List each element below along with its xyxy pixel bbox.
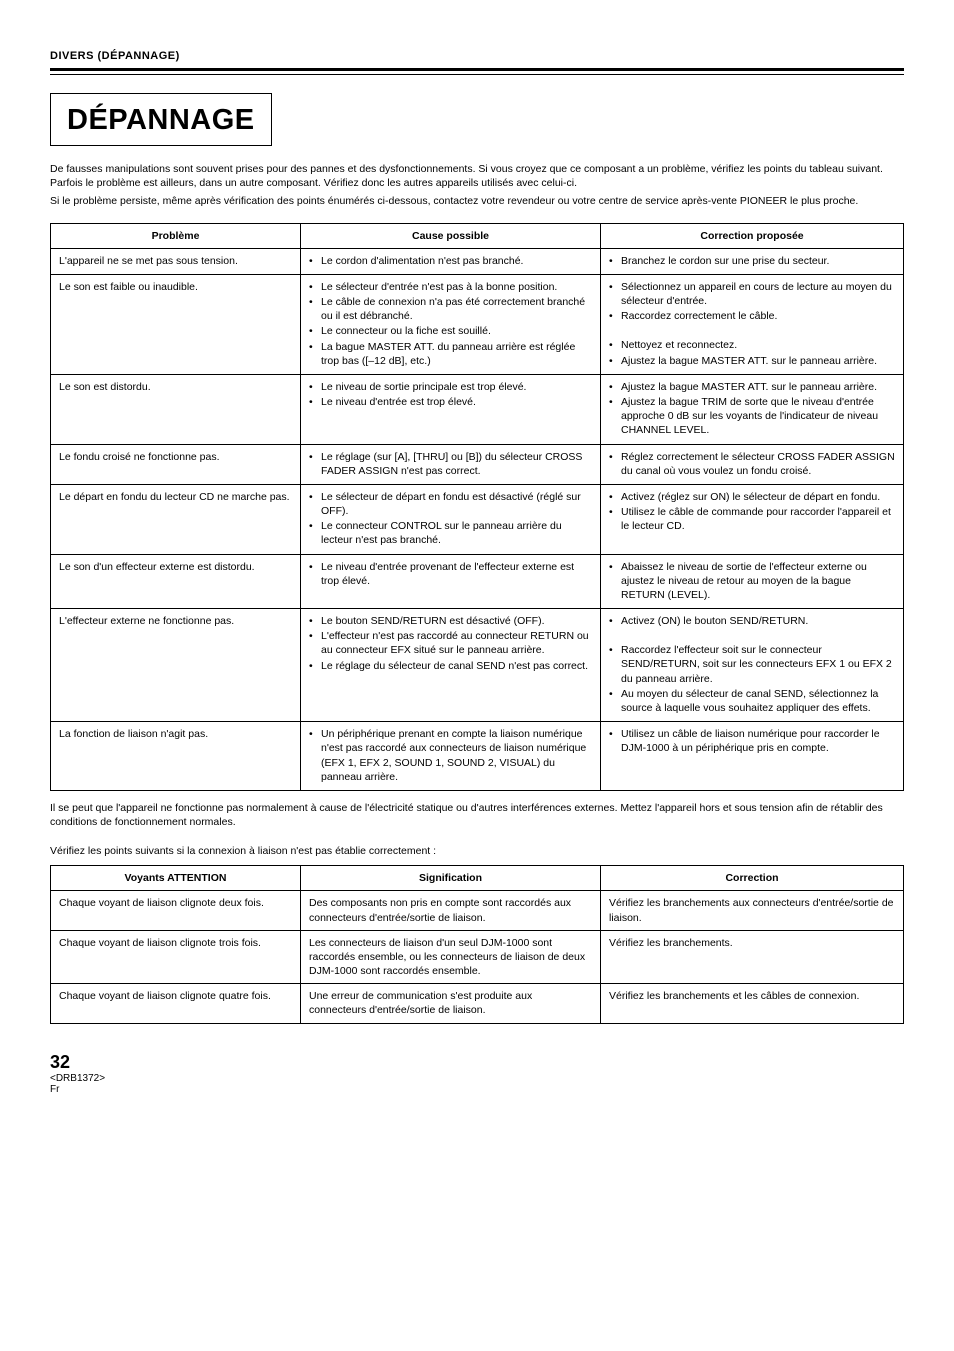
table-row: L'appareil ne se met pas sous tension. Le… [51, 248, 904, 274]
problem-cell: Le son d'un effecteur externe est distor… [51, 554, 301, 609]
cause-item: La bague MASTER ATT. du panneau arrière … [309, 340, 592, 368]
fix-cell: Sélectionnez un appareil en cours de lec… [601, 274, 904, 374]
cause-cell: Le niveau d'entrée provenant de l'effect… [301, 554, 601, 609]
cause-cell: Le réglage (sur [A], [THRU] ou [B]) du s… [301, 444, 601, 484]
header-rule [50, 68, 904, 75]
attention-table: Voyants ATTENTION Signification Correcti… [50, 865, 904, 1023]
fix-cell: Activez (ON) le bouton SEND/RETURN. Racco… [601, 609, 904, 722]
tbl2-cell: Chaque voyant de liaison clignote deux f… [51, 891, 301, 930]
table-row: Le son est distordu. Le niveau de sortie … [51, 374, 904, 444]
fix-item: Sélectionnez un appareil en cours de lec… [609, 280, 895, 308]
section-header: DIVERS (DÉPANNAGE) [50, 50, 904, 66]
tbl2-cell: Les connecteurs de liaison d'un seul DJM… [301, 930, 601, 984]
cause-item: Le niveau d'entrée provenant de l'effect… [309, 560, 592, 588]
cause-item: Le sélecteur de départ en fondu est désa… [309, 490, 592, 518]
tbl1-header-fix: Correction proposée [601, 223, 904, 248]
tbl2-cell: Chaque voyant de liaison clignote trois … [51, 930, 301, 984]
table-row: L'effecteur externe ne fonctionne pas. Le… [51, 609, 904, 722]
tbl2-cell: Vérifiez les branchements aux connecteur… [601, 891, 904, 930]
mid-paragraph-1: Il se peut que l'appareil ne fonctionne … [50, 801, 904, 829]
tbl2-header-voyants: Voyants ATTENTION [51, 866, 301, 891]
cause-item: Le réglage (sur [A], [THRU] ou [B]) du s… [309, 450, 592, 478]
fix-item: Ajustez la bague TRIM de sorte que le ni… [609, 395, 895, 438]
table-row: La fonction de liaison n'agit pas.Un pér… [51, 722, 904, 791]
fix-cell: Réglez correctement le sélecteur CROSS F… [601, 444, 904, 484]
cause-item: Un périphérique prenant en compte la lia… [309, 727, 592, 784]
page-title: DÉPANNAGE [67, 104, 255, 137]
problem-cell: La fonction de liaison n'agit pas. [51, 722, 301, 791]
fix-cell: Utilisez un câble de liaison numérique p… [601, 722, 904, 791]
tbl2-cell: Des composants non pris en compte sont r… [301, 891, 601, 930]
fix-item: Activez (réglez sur ON) le sélecteur de … [609, 490, 895, 504]
tbl2-cell: Une erreur de communication s'est produi… [301, 984, 601, 1023]
doc-language: Fr [50, 1084, 904, 1095]
fix-item: Ajustez la bague MASTER ATT. sur le pann… [609, 380, 895, 394]
doc-code: <DRB1372> [50, 1073, 904, 1084]
fix-cell: Abaissez le niveau de sortie de l'effect… [601, 554, 904, 609]
tbl2-header-correction: Correction [601, 866, 904, 891]
tbl2-cell: Chaque voyant de liaison clignote quatre… [51, 984, 301, 1023]
tbl1-header-cause: Cause possible [301, 223, 601, 248]
troubleshooting-table: Problème Cause possible Correction propo… [50, 223, 904, 791]
problem-cell: Le fondu croisé ne fonctionne pas. [51, 444, 301, 484]
page-number: 32 [50, 1052, 904, 1073]
page-footer: 32 <DRB1372> Fr [50, 1052, 904, 1095]
table-row: Le départ en fondu du lecteur CD ne marc… [51, 484, 904, 554]
mid-paragraph-2: Vérifiez les points suivants si la conne… [50, 845, 904, 857]
cause-item: Le niveau de sortie principale est trop … [309, 380, 592, 394]
intro-paragraph-1: De fausses manipulations sont souvent pr… [50, 162, 904, 190]
cause-item: Le réglage du sélecteur de canal SEND n'… [309, 659, 592, 673]
table-row: Chaque voyant de liaison clignote quatre… [51, 984, 904, 1023]
cause-item: Le bouton SEND/RETURN est désactivé (OFF… [309, 614, 592, 628]
title-box: DÉPANNAGE [50, 93, 272, 146]
table-row: Le son est faible ou inaudible. Le sélect… [51, 274, 904, 374]
fix-item: Raccordez correctement le câble. [609, 309, 895, 323]
tbl2-cell: Vérifiez les branchements. [601, 930, 904, 984]
table-row: Chaque voyant de liaison clignote deux f… [51, 891, 904, 930]
cause-item: Le câble de connexion n'a pas été correc… [309, 295, 592, 323]
problem-cell: Le son est faible ou inaudible. [51, 274, 301, 374]
cause-cell: Le bouton SEND/RETURN est désactivé (OFF… [301, 609, 601, 722]
problem-cell: L'effecteur externe ne fonctionne pas. [51, 609, 301, 722]
cause-cell: Le cordon d'alimentation n'est pas branc… [301, 248, 601, 274]
cause-item: Le sélecteur d'entrée n'est pas à la bon… [309, 280, 592, 294]
tbl1-header-problem: Problème [51, 223, 301, 248]
table-row: Le fondu croisé ne fonctionne pas. Le rég… [51, 444, 904, 484]
problem-cell: Le son est distordu. [51, 374, 301, 444]
cause-item: L'effecteur n'est pas raccordé au connec… [309, 629, 592, 657]
fix-item: Utilisez un câble de liaison numérique p… [609, 727, 895, 755]
fix-item: Activez (ON) le bouton SEND/RETURN. [609, 614, 895, 628]
cause-cell: Le niveau de sortie principale est trop … [301, 374, 601, 444]
cause-cell: Le sélecteur d'entrée n'est pas à la bon… [301, 274, 601, 374]
fix-item: Nettoyez et reconnectez. [609, 338, 895, 352]
cause-item: Le cordon d'alimentation n'est pas branc… [309, 254, 592, 268]
fix-cell: Ajustez la bague MASTER ATT. sur le pann… [601, 374, 904, 444]
fix-item: Branchez le cordon sur une prise du sect… [609, 254, 895, 268]
fix-item: Réglez correctement le sélecteur CROSS F… [609, 450, 895, 478]
cause-cell: Un périphérique prenant en compte la lia… [301, 722, 601, 791]
fix-item: Raccordez l'effecteur soit sur le connec… [609, 643, 895, 686]
fix-item: Ajustez la bague MASTER ATT. sur le pann… [609, 354, 895, 368]
fix-cell: Activez (réglez sur ON) le sélecteur de … [601, 484, 904, 554]
tbl2-header-signification: Signification [301, 866, 601, 891]
fix-item: Utilisez le câble de commande pour racco… [609, 505, 895, 533]
fix-cell: Branchez le cordon sur une prise du sect… [601, 248, 904, 274]
fix-item: Abaissez le niveau de sortie de l'effect… [609, 560, 895, 603]
intro-paragraph-2: Si le problème persiste, même après véri… [50, 194, 904, 208]
cause-item: Le connecteur CONTROL sur le panneau arr… [309, 519, 592, 547]
tbl2-cell: Vérifiez les branchements et les câbles … [601, 984, 904, 1023]
problem-cell: L'appareil ne se met pas sous tension. [51, 248, 301, 274]
table-row: Le son d'un effecteur externe est distor… [51, 554, 904, 609]
problem-cell: Le départ en fondu du lecteur CD ne marc… [51, 484, 301, 554]
cause-item: Le connecteur ou la fiche est souillé. [309, 324, 592, 338]
cause-cell: Le sélecteur de départ en fondu est désa… [301, 484, 601, 554]
table-row: Chaque voyant de liaison clignote trois … [51, 930, 904, 984]
cause-item: Le niveau d'entrée est trop élevé. [309, 395, 592, 409]
fix-item: Au moyen du sélecteur de canal SEND, sél… [609, 687, 895, 715]
